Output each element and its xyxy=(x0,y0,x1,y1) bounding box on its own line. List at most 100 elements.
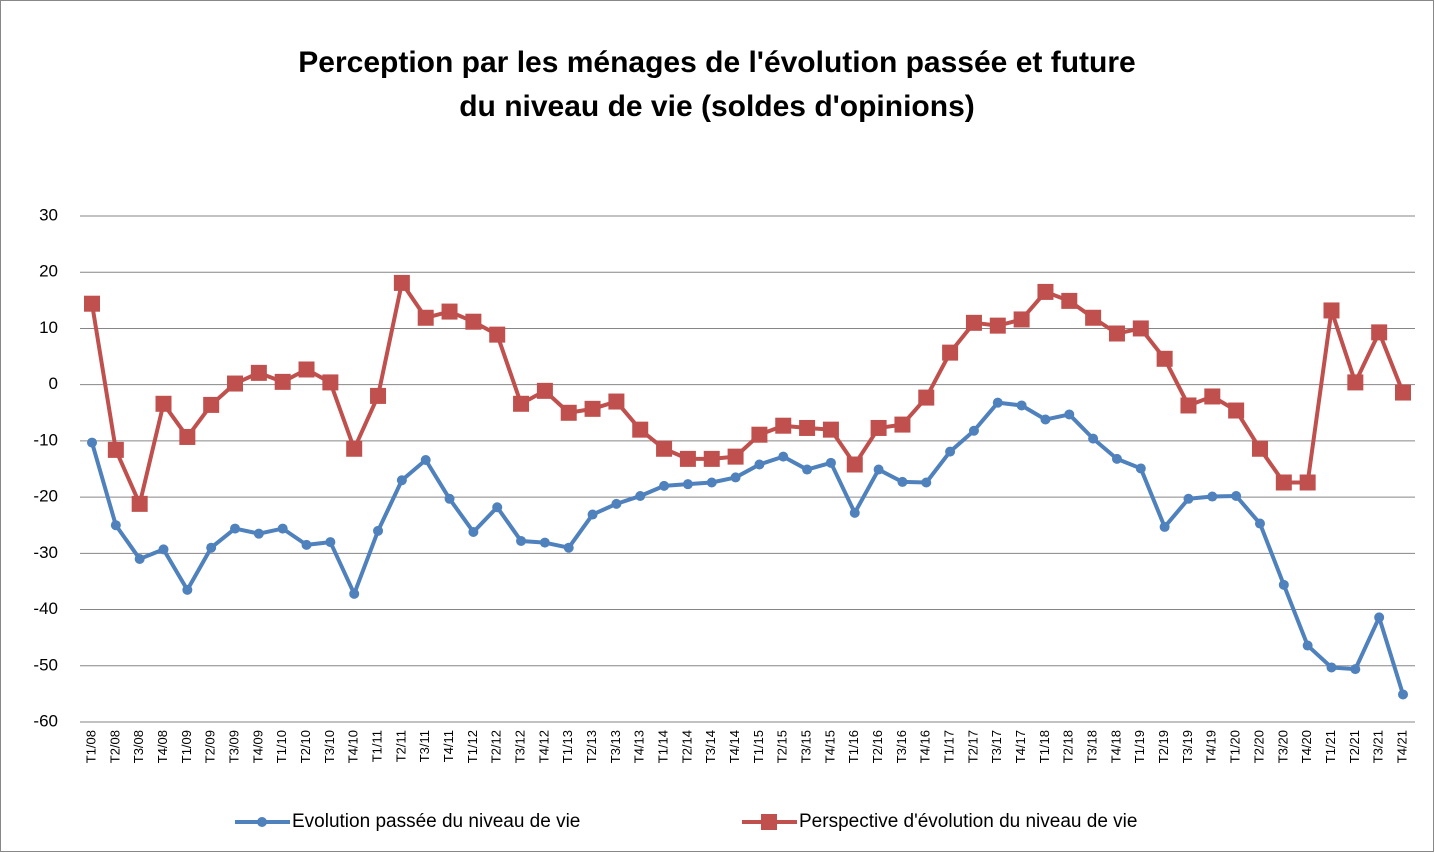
marker xyxy=(873,464,884,475)
marker xyxy=(373,525,384,536)
marker xyxy=(539,537,550,548)
x-tick-label: T1/13 xyxy=(560,730,575,763)
marker xyxy=(1064,409,1075,420)
marker xyxy=(659,480,670,491)
y-tick-label: 20 xyxy=(39,262,58,281)
marker xyxy=(516,535,527,546)
marker xyxy=(584,400,601,417)
marker xyxy=(894,416,911,433)
y-tick-label: 0 xyxy=(49,374,58,393)
x-tick-label: T2/10 xyxy=(298,730,313,763)
marker xyxy=(203,396,220,413)
x-tick-label: T4/10 xyxy=(346,730,361,763)
marker xyxy=(635,490,646,501)
marker xyxy=(989,317,1006,334)
marker xyxy=(250,364,267,381)
marker xyxy=(227,375,244,392)
marker xyxy=(134,553,145,564)
x-tick-label: T3/16 xyxy=(894,730,909,763)
marker xyxy=(608,393,625,410)
x-tick-label: T1/09 xyxy=(179,730,194,763)
x-tick-label: T4/20 xyxy=(1299,730,1314,763)
x-tick-label: T4/16 xyxy=(918,730,933,763)
x-tick-label: T2/15 xyxy=(775,730,790,763)
x-tick-label: T3/19 xyxy=(1180,730,1195,763)
marker xyxy=(1156,350,1173,367)
marker xyxy=(465,313,482,330)
marker xyxy=(1085,309,1102,326)
marker xyxy=(1371,324,1388,341)
marker xyxy=(131,495,148,512)
marker xyxy=(417,309,434,326)
x-tick-label: T3/10 xyxy=(322,730,337,763)
marker xyxy=(703,450,720,467)
x-tick-label: T2/12 xyxy=(489,730,504,763)
y-tick-label: -10 xyxy=(33,430,58,449)
marker xyxy=(1398,689,1408,700)
marker xyxy=(682,479,693,490)
x-tick-label: T2/09 xyxy=(203,730,218,763)
marker xyxy=(420,455,431,466)
marker xyxy=(846,456,863,473)
marker xyxy=(1132,320,1149,337)
marker xyxy=(1395,384,1411,401)
marker xyxy=(206,542,217,553)
x-tick-label: T4/19 xyxy=(1204,730,1219,763)
x-tick-label: T2/16 xyxy=(870,730,885,763)
marker xyxy=(253,528,264,539)
marker xyxy=(84,295,100,312)
marker xyxy=(513,395,530,412)
marker xyxy=(1350,664,1361,675)
marker xyxy=(396,475,407,486)
marker xyxy=(1037,283,1054,300)
x-tick-label: T1/21 xyxy=(1323,730,1338,763)
marker xyxy=(444,493,455,504)
marker xyxy=(1347,374,1364,391)
marker xyxy=(492,502,503,513)
marker xyxy=(802,464,813,475)
x-tick-label: T3/17 xyxy=(989,730,1004,763)
marker xyxy=(441,303,458,320)
marker xyxy=(921,477,932,488)
x-tick-label: T3/12 xyxy=(512,730,527,763)
x-tick-label: T4/13 xyxy=(632,730,647,763)
marker xyxy=(1061,292,1078,309)
marker xyxy=(849,507,860,518)
marker xyxy=(468,526,479,537)
marker xyxy=(1135,463,1146,474)
legend-marker xyxy=(257,817,267,827)
chart-title: du niveau de vie (soldes d'opinions) xyxy=(459,90,975,123)
marker xyxy=(349,588,360,599)
marker xyxy=(110,520,121,531)
x-tick-label: T1/10 xyxy=(274,730,289,763)
marker xyxy=(230,523,241,534)
marker xyxy=(87,437,97,448)
marker xyxy=(1207,491,1218,502)
legend-marker xyxy=(761,814,777,830)
marker xyxy=(346,440,363,457)
marker xyxy=(632,421,649,438)
x-tick-label: T3/11 xyxy=(417,730,432,762)
y-tick-label: -20 xyxy=(33,487,58,506)
marker xyxy=(945,446,956,457)
marker xyxy=(587,509,598,520)
marker xyxy=(1275,474,1292,491)
marker xyxy=(536,382,553,399)
marker xyxy=(301,539,312,550)
marker xyxy=(560,404,577,421)
marker xyxy=(1254,518,1265,529)
marker xyxy=(179,428,196,445)
marker xyxy=(1183,493,1194,504)
x-tick-label: T1/20 xyxy=(1228,730,1243,763)
marker xyxy=(799,419,816,436)
marker xyxy=(706,477,717,488)
marker xyxy=(965,314,982,331)
x-tick-label: T1/19 xyxy=(1132,730,1147,763)
marker xyxy=(277,523,288,534)
marker xyxy=(751,426,768,443)
marker xyxy=(822,421,839,438)
y-tick-label: -30 xyxy=(33,543,58,562)
x-tick-label: T3/21 xyxy=(1371,730,1386,763)
